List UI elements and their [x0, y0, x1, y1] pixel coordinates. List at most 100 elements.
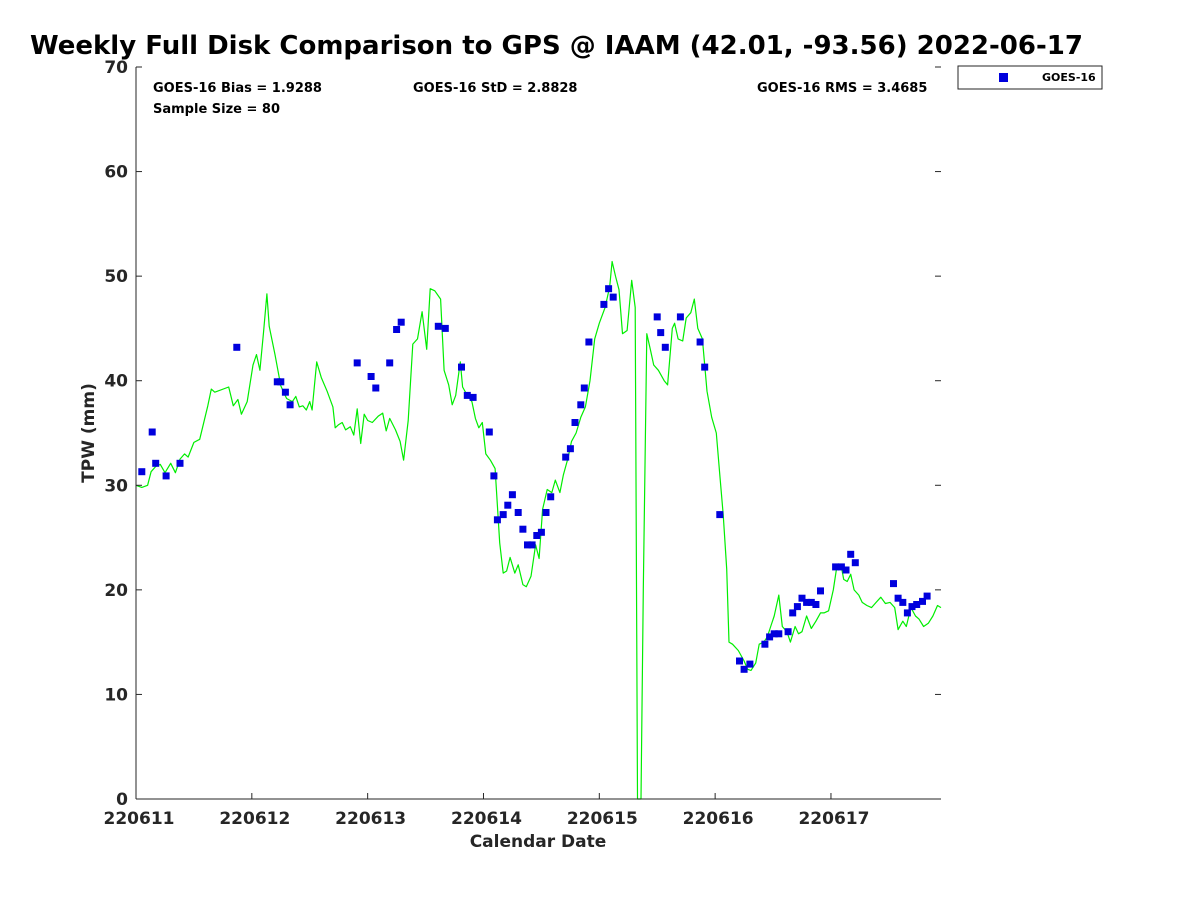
goes16-point	[580, 384, 588, 392]
goes16-point	[789, 609, 797, 617]
goes16-point	[176, 459, 184, 467]
goes16-point	[894, 594, 902, 602]
goes16-point	[736, 657, 743, 665]
goes16-point	[571, 419, 579, 426]
goes16-point	[577, 401, 585, 409]
goes16-point	[803, 598, 811, 606]
goes16-points-layer	[138, 285, 931, 673]
goes16-point	[890, 580, 897, 588]
legend: GOES-16	[957, 65, 1103, 90]
x-tick-label: 220611	[104, 809, 175, 829]
goes16-point	[504, 501, 512, 509]
y-tick-label: 50	[104, 267, 128, 287]
goes16-point	[812, 601, 820, 608]
legend-marker-goes16	[999, 73, 1008, 82]
goes16-point	[528, 541, 536, 549]
goes16-point	[817, 587, 824, 595]
goes16-point	[397, 318, 405, 326]
y-tick-label: 20	[104, 581, 128, 601]
goes16-point	[490, 472, 498, 480]
goes16-point	[458, 363, 465, 371]
goes16-point	[842, 566, 850, 574]
x-tick-label: 220614	[451, 809, 522, 829]
goes16-point	[286, 401, 294, 409]
goes16-point	[793, 603, 801, 611]
sample-size-stat: Sample Size = 80	[153, 102, 280, 117]
goes16-point	[908, 603, 916, 611]
goes16-point	[372, 384, 380, 392]
x-tick-label: 220615	[567, 809, 638, 829]
goes16-point	[233, 343, 241, 351]
goes16-point	[701, 363, 709, 371]
y-tick-label: 70	[104, 58, 128, 78]
goes16-point	[162, 472, 170, 480]
goes16-point	[716, 511, 724, 519]
goes16-point	[386, 359, 394, 367]
goes16-point	[676, 313, 684, 321]
goes16-point	[609, 293, 617, 301]
goes16-point	[798, 594, 806, 602]
y-tick-label: 10	[104, 685, 128, 705]
x-tick-label: 220616	[683, 809, 754, 829]
goes16-point	[903, 609, 911, 617]
goes16-point	[899, 598, 907, 606]
y-axis-ticks: 0 10 20 30 40 50 60 70	[104, 58, 941, 810]
goes16-point	[138, 468, 146, 476]
goes16-point	[353, 359, 361, 367]
y-tick-label: 40	[104, 372, 128, 392]
x-tick-label: 220617	[798, 809, 869, 829]
y-tick-label: 0	[116, 790, 128, 810]
y-axis-label: TPW (mm)	[79, 383, 99, 483]
goes16-point	[807, 598, 815, 606]
goes16-point	[657, 329, 665, 337]
goes16-point	[508, 491, 516, 499]
goes16-point	[775, 630, 783, 638]
goes16-point	[766, 633, 774, 641]
goes16-point	[600, 300, 608, 308]
x-tick-label: 220612	[219, 809, 290, 829]
goes16-point	[653, 313, 661, 321]
goes16-point	[919, 597, 926, 605]
goes16-point	[148, 428, 156, 436]
goes16-point	[923, 592, 931, 600]
goes16-point	[547, 493, 555, 501]
goes16-point	[393, 326, 401, 333]
goes16-point	[696, 338, 704, 346]
bias-stat: GOES-16 Bias = 1.9288	[153, 81, 322, 96]
x-axis-ticks: 220611 220612 220613 220614 220615 220616 2206…	[104, 793, 869, 829]
y-tick-label: 60	[104, 163, 128, 183]
goes16-point	[585, 338, 593, 346]
goes16-point	[277, 378, 285, 386]
goes16-point	[463, 391, 471, 399]
goes16-point	[367, 373, 375, 380]
goes16-point	[499, 511, 507, 519]
goes16-point	[493, 516, 501, 524]
goes16-point	[469, 393, 477, 401]
chart-title: Weekly Full Disk Comparison to GPS @ IAA…	[30, 31, 1083, 61]
goes16-point	[281, 388, 289, 396]
goes16-point	[441, 324, 449, 332]
y-tick-label: 30	[104, 476, 128, 496]
goes16-point	[913, 601, 921, 608]
goes16-point	[661, 343, 669, 351]
goes16-point	[740, 665, 748, 673]
gps-line-layer	[135, 260, 942, 800]
goes16-point	[514, 509, 522, 516]
legend-label-goes16: GOES-16	[1042, 71, 1096, 84]
goes16-point	[566, 445, 574, 453]
legend-box	[957, 65, 1103, 90]
goes16-point	[542, 509, 550, 516]
goes16-point	[832, 563, 840, 571]
gps-series-line	[135, 260, 942, 800]
goes16-point	[562, 453, 570, 461]
goes16-point	[851, 559, 859, 567]
rms-stat: GOES-16 RMS = 3.4685	[757, 81, 927, 96]
goes16-point	[784, 628, 792, 636]
goes16-point	[434, 322, 442, 330]
goes16-point	[537, 528, 545, 536]
goes16-point	[746, 660, 754, 668]
goes16-point	[605, 285, 613, 293]
std-stat: GOES-16 StD = 2.8828	[413, 81, 577, 96]
plot-area	[136, 67, 941, 799]
